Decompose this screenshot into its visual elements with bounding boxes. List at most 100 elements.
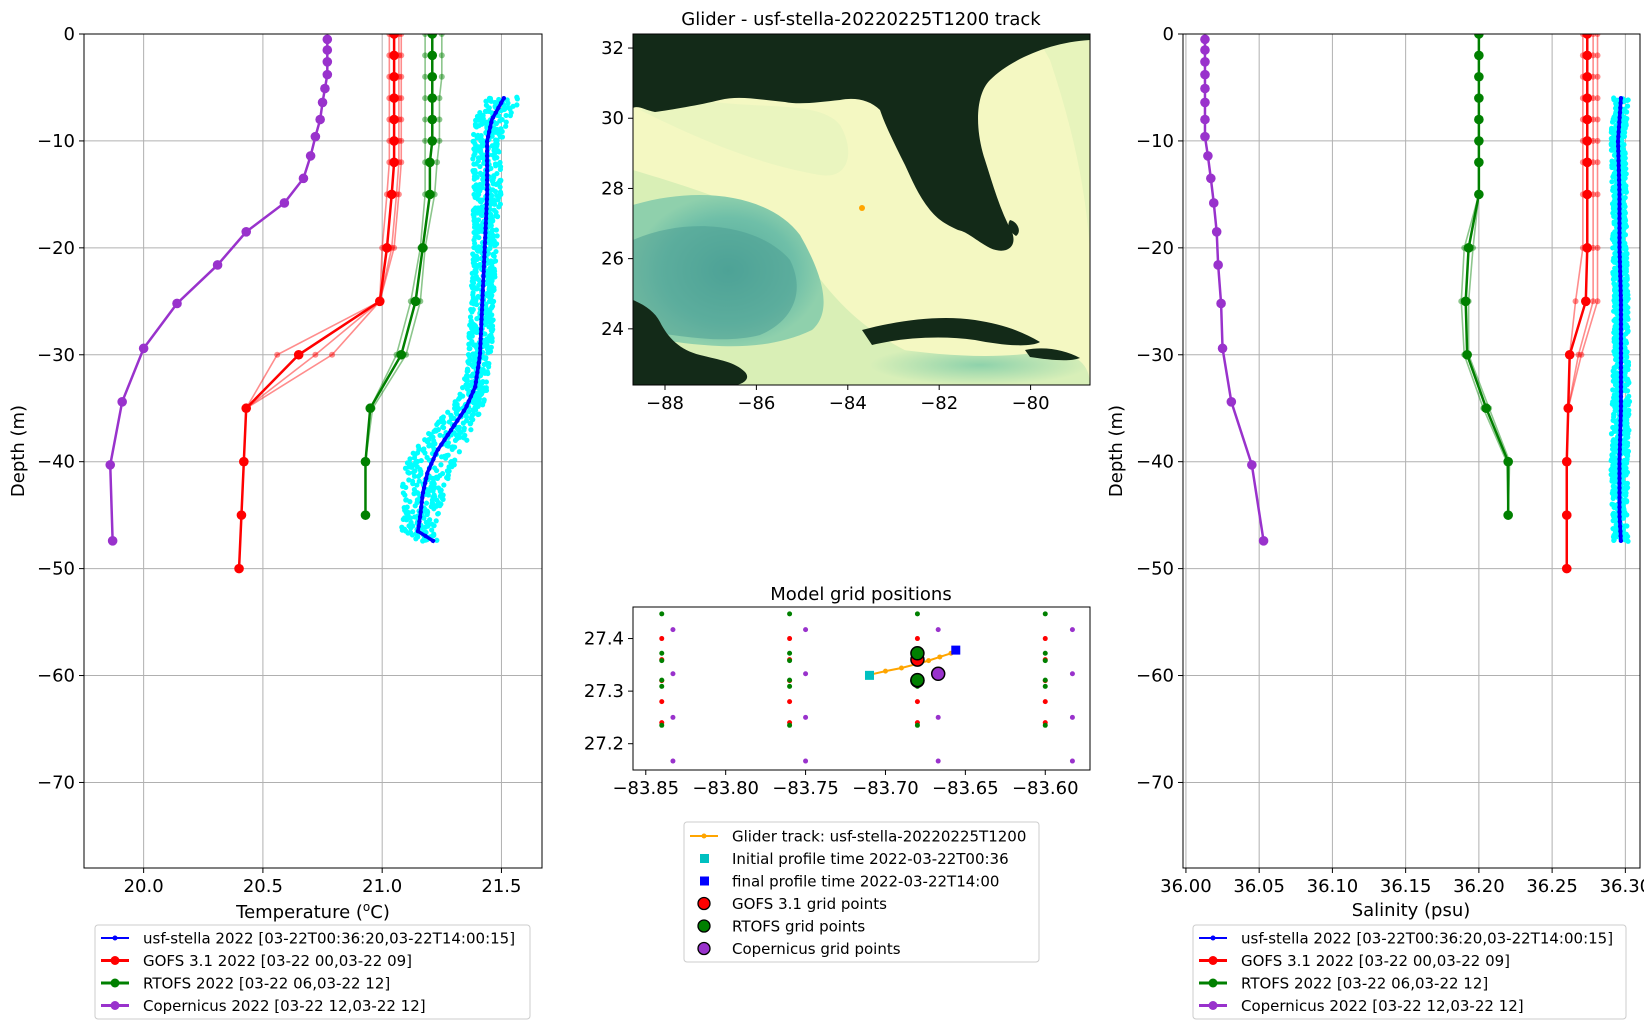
temperature-ensemble-point: [398, 116, 405, 123]
salinity-series-point: [1200, 45, 1210, 55]
temperature-glider-scatter-point: [492, 155, 498, 161]
salinity-glider-scatter-point: [1623, 340, 1630, 346]
temperature-ensemble-point: [422, 52, 429, 59]
copernicus-grid-point: [670, 627, 676, 633]
salinity-glider-point: [1617, 495, 1622, 500]
temperature-glider-point: [484, 182, 490, 187]
temperature-glider-scatter-point: [425, 438, 431, 444]
grid-xtick-label: −83.65: [932, 778, 999, 799]
temperature-series-point: [389, 136, 399, 146]
salinity-series-point: [1503, 510, 1513, 520]
gofs-grid-point: [914, 699, 920, 705]
salinity-glider-scatter-point: [1610, 518, 1616, 524]
salinity-glider-point: [1618, 375, 1624, 380]
temperature-glider-scatter-point: [411, 455, 418, 461]
temperature-glider-point: [484, 196, 490, 202]
salinity-glider-point: [1617, 235, 1622, 240]
salinity-glider-point: [1616, 153, 1621, 159]
salinity-glider-point: [1617, 221, 1622, 226]
temperature-glider-point: [421, 485, 427, 491]
salinity-glider-point: [1618, 360, 1624, 365]
copernicus-grid-point: [803, 714, 809, 720]
grid-xtick-label: −83.80: [692, 778, 759, 799]
legend-label: Copernicus 2022 [03-22 12,03-22 12]: [143, 997, 426, 1015]
temperature-series-point: [389, 157, 399, 168]
salinity-ytick-label: −40: [1136, 452, 1174, 473]
bathymetry-map: [633, 34, 1090, 385]
temperature-glider-scatter-point: [465, 381, 471, 388]
salinity-series-point: [1474, 34, 1484, 39]
temperature-glider-scatter-point: [413, 536, 419, 542]
legend-swatch-marker: [1208, 978, 1218, 988]
north-america-land: [633, 34, 1090, 251]
temperature-xtick-label: 21.0: [362, 876, 402, 897]
salinity-grid: [1183, 33, 1640, 868]
temperature-glider-point: [478, 336, 483, 341]
temperature-glider-point: [423, 533, 428, 539]
temperature-glider-point: [475, 370, 480, 375]
salinity-glider-scatter-point: [1621, 133, 1628, 140]
temperature-glider-scatter-point: [475, 411, 481, 418]
temperature-glider-point: [482, 249, 487, 255]
salinity-glider-point: [1616, 129, 1621, 135]
salinity-glider-point: [1618, 413, 1623, 418]
salinity-series-point: [1200, 131, 1210, 142]
temperature-glider-scatter-point: [494, 213, 501, 220]
legend-label: Glider track: usf-stella-20220225T1200: [732, 828, 1026, 846]
salinity-glider-point: [1617, 466, 1622, 471]
temperature-series-point: [322, 45, 333, 55]
salinity-series-point: [1582, 71, 1593, 82]
temperature-glider-scatter-point: [503, 112, 509, 119]
temperature-glider-scatter-point: [437, 488, 443, 495]
temperature-series-point: [279, 198, 290, 208]
temperature-glider-scatter-point: [483, 108, 490, 114]
temperature-glider-point: [477, 350, 483, 356]
salinity-ticks: 36.00 36.05 36.10 36.15 36.20 36.25 36.30 0 −10 −…: [1136, 24, 1644, 897]
temperature-glider-scatter-point: [408, 525, 414, 531]
legend-label: RTOFS 2022 [03-22 06,03-22 12]: [143, 975, 390, 993]
salinity-series-point: [1200, 97, 1210, 108]
rtofs-grid-point: [659, 658, 665, 664]
salinity-series-point: [1582, 243, 1593, 253]
legend-label: RTOFS grid points: [732, 918, 865, 936]
temperature-legend: usf-stella 2022 [03-22T00:36:20,03-22T14…: [94, 924, 531, 1020]
temperature-glider-scatter-point: [479, 212, 485, 219]
temperature-glider-scatter-point: [472, 328, 478, 335]
grid-frame: [632, 606, 1091, 771]
temperature-glider-point: [419, 504, 424, 510]
temperature-glider-scatter-point: [437, 432, 443, 438]
temperature-ensemble-point: [422, 73, 429, 80]
temperature-glider-scatter-point: [491, 201, 498, 207]
temperature-series-point: [315, 114, 325, 125]
temperature-glider-scatter-point: [399, 527, 405, 533]
temperature-glider-scatter-point: [464, 437, 470, 443]
salinity-series-point: [1581, 296, 1591, 307]
temperature-glider-scatter-point: [429, 527, 435, 533]
temperature-glider-point: [484, 177, 490, 183]
salinity-xtick-label: 36.20: [1453, 876, 1505, 897]
copernicus-grid-point: [670, 758, 676, 764]
salinity-legend: usf-stella 2022 [03-22T00:36:20,03-22T14…: [1192, 924, 1627, 1020]
salinity-glider-scatter-point: [1622, 537, 1628, 543]
legend-swatch-marker: [110, 978, 120, 988]
grid-title: Model grid positions: [770, 584, 951, 605]
temperature-glider-scatter-point: [491, 242, 498, 248]
temperature-glider-point: [439, 442, 444, 447]
salinity-ylabel: Depth (m): [1106, 405, 1127, 497]
temperature-glider-point: [484, 153, 490, 159]
temperature-glider-point: [481, 278, 486, 284]
temperature-glider-scatter-point: [482, 370, 488, 376]
salinity-series-point: [1582, 136, 1593, 146]
map-xtick-label: −88: [646, 393, 684, 414]
temperature-glider-scatter-point: [449, 446, 455, 452]
temperature-glider-point: [483, 235, 488, 240]
rtofs-grid-point: [787, 677, 793, 683]
temperature-glider-scatter-point: [451, 415, 457, 422]
temperature-glider-scatter-point: [456, 449, 462, 455]
rtofs-grid-point: [659, 677, 665, 683]
temperature-glider-scatter-point: [479, 380, 485, 386]
legend-swatch-marker: [701, 833, 707, 839]
temperature-glider-scatter-point: [409, 532, 416, 538]
salinity-axes-frame: [1182, 33, 1641, 869]
legend-label: GOFS 3.1 grid points: [732, 895, 887, 913]
